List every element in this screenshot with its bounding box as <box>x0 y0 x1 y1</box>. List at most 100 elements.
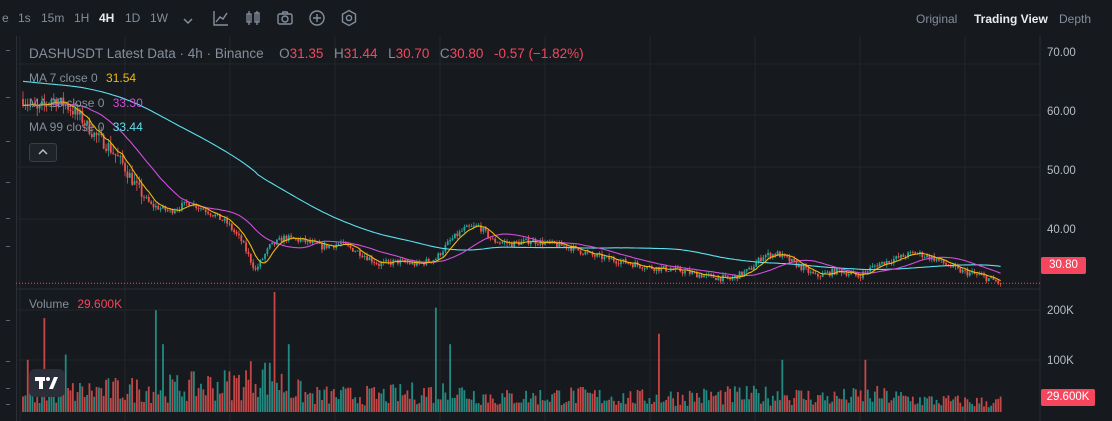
ma25-value: 33.30 <box>112 96 143 110</box>
candle-body <box>240 235 243 242</box>
tool-mark[interactable] <box>6 246 10 247</box>
candle-body <box>935 259 938 261</box>
candle-body <box>133 181 136 185</box>
volume-bar <box>444 392 447 412</box>
candle-body <box>945 263 947 265</box>
tradingview-logo[interactable] <box>29 369 65 397</box>
volume-bar <box>992 402 995 412</box>
candle-body <box>491 238 494 240</box>
candle-body <box>83 122 86 125</box>
timeframe-1W[interactable]: 1W <box>150 11 168 25</box>
scroll-handle[interactable] <box>6 404 10 405</box>
volume-bar <box>648 398 651 412</box>
candle-body <box>817 273 819 277</box>
volume-bar <box>423 388 425 412</box>
candle-body <box>86 120 88 125</box>
candle-body <box>434 259 437 261</box>
candle-body <box>363 256 366 258</box>
volume-bar <box>432 402 435 412</box>
settings-icon[interactable] <box>340 9 358 27</box>
tab-original[interactable]: Original <box>916 12 958 26</box>
timeframe-1D[interactable]: 1D <box>125 11 141 25</box>
volume-bar <box>273 292 276 412</box>
volume-bar <box>653 401 656 412</box>
volume-bar <box>878 398 881 412</box>
candle-body <box>446 241 449 246</box>
volume-bar <box>506 390 508 412</box>
candle-body <box>349 245 352 248</box>
timeframe-15m[interactable]: 15m <box>41 11 65 25</box>
candle-body <box>522 239 525 242</box>
tool-mark[interactable] <box>6 50 10 51</box>
price-tick-label: 70.00 <box>1047 47 1076 59</box>
timeframe-1H[interactable]: 1H <box>74 11 90 25</box>
candle-type-icon[interactable] <box>244 9 262 27</box>
volume-bar <box>430 387 433 412</box>
volume-bar <box>662 401 665 412</box>
volume-bar <box>615 404 618 412</box>
volume-bar <box>902 395 905 412</box>
last-price-tag: 30.80 <box>1041 257 1086 274</box>
tool-mark[interactable] <box>6 141 10 142</box>
volume-bar <box>131 378 134 412</box>
change-value: -0.57 (−1.82%) <box>493 46 584 61</box>
candle-body <box>453 233 456 239</box>
timeframe-4H[interactable]: 4H <box>99 11 115 25</box>
candle-body <box>643 268 646 270</box>
tool-mark[interactable] <box>6 388 10 389</box>
volume-bar <box>143 402 145 412</box>
tool-mark[interactable] <box>6 182 10 183</box>
tab-depth[interactable]: Depth <box>1059 12 1092 26</box>
volume-bar <box>344 388 347 412</box>
volume-bar <box>719 390 722 412</box>
volume-bar <box>817 395 819 412</box>
volume-bar <box>254 383 257 412</box>
candle-body <box>321 243 323 250</box>
volume-bar <box>707 400 710 412</box>
volume-bar <box>786 395 788 412</box>
candle-body <box>432 260 435 263</box>
volume-bar <box>359 397 361 412</box>
candle-body <box>987 278 990 282</box>
tool-mark[interactable] <box>6 320 10 321</box>
tool-mark[interactable] <box>6 361 10 362</box>
indicator-icon[interactable] <box>212 9 230 27</box>
volume-bar <box>660 402 663 412</box>
volume-bar <box>480 404 482 412</box>
candle-body <box>971 271 974 273</box>
volume-bar <box>373 387 376 412</box>
volume-bar <box>591 393 594 412</box>
timeframe-1s[interactable]: 1s <box>18 11 31 25</box>
add-circle-icon[interactable] <box>308 9 326 27</box>
volume-bar <box>316 386 319 412</box>
candle-body <box>800 264 803 271</box>
candle-body <box>261 258 264 260</box>
volume-bar <box>458 387 461 412</box>
volume-bar <box>275 382 278 412</box>
volume-legend: Volume 29.600K <box>29 297 122 311</box>
price-axis: 70.00 60.00 50.00 40.00 200K 100K <box>1047 47 1076 367</box>
volume-bar <box>881 398 883 412</box>
candle-body <box>38 104 41 109</box>
candle-body <box>843 272 845 274</box>
camera-icon[interactable] <box>276 9 294 27</box>
volume-bar <box>140 401 143 412</box>
candle-body <box>999 283 1002 285</box>
chevron-down-icon[interactable] <box>183 13 193 25</box>
collapse-legend-button[interactable] <box>29 143 57 162</box>
volume-bar <box>508 393 511 412</box>
timeframe-e[interactable]: e <box>2 11 9 25</box>
candle-body <box>252 262 255 268</box>
volume-bar <box>461 387 463 412</box>
volume-bar <box>710 391 713 412</box>
candle-body <box>385 260 387 262</box>
tool-mark[interactable] <box>6 97 10 98</box>
candle-body <box>76 108 79 115</box>
tab-trading-view[interactable]: Trading View <box>974 12 1048 26</box>
candle-body <box>411 262 414 265</box>
volume-bar <box>230 400 233 412</box>
volume-bar <box>406 390 409 412</box>
tool-mark[interactable] <box>6 218 10 219</box>
volume-bar <box>555 390 558 412</box>
